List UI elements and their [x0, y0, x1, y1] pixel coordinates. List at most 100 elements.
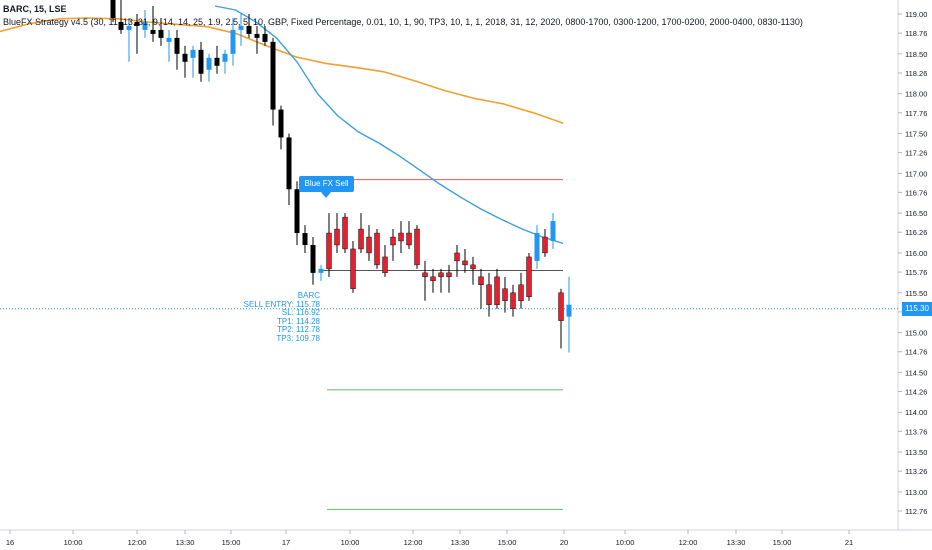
candle-body: [494, 276, 500, 305]
stop-loss: SL: 116.92: [281, 308, 320, 318]
time-axis[interactable]: 16 10:00 12:00 13:30 15:00 17 10:00 12:00 13:30 1…: [6, 530, 853, 547]
chart-legend: BARC, 15, LSE BlueFX Strategy v4.5 (30, …: [3, 3, 803, 29]
take-profit-3: TP3: 109.78: [276, 333, 320, 343]
candle-body: [278, 109, 284, 138]
time-tick-label: 10:00: [64, 538, 83, 547]
price-tick-label: 115.00: [905, 329, 927, 338]
price-tick-label: 118.26: [905, 69, 927, 78]
candle-body: [254, 33, 260, 38]
candle-body: [198, 49, 204, 74]
price-axis[interactable]: 119.00 118.76 118.50 118.26 118.00 117.76 117.…: [898, 10, 927, 516]
candle-body: [462, 260, 468, 266]
price-tick-label: 117.26: [905, 149, 927, 158]
candle-body: [550, 221, 556, 241]
candle-body: [542, 236, 548, 254]
candle-body: [182, 53, 188, 62]
candle-body: [414, 228, 420, 266]
candle-body: [246, 25, 252, 34]
candle-body: [214, 57, 220, 66]
candle-body: [470, 264, 476, 270]
fast-ma-line: [214, 5, 564, 245]
candle-body: [486, 284, 492, 305]
candle-body: [310, 244, 316, 273]
candle-body: [142, 21, 148, 30]
candle-body: [558, 292, 564, 321]
price-tick-label: 117.76: [905, 109, 927, 118]
strategy-params: BlueFX Strategy v4.5 (30, 11, 13, 31, 9,…: [3, 17, 803, 27]
candle-body: [118, 21, 124, 30]
price-tick-label: 114.76: [905, 348, 927, 357]
candle-body: [302, 233, 308, 245]
candle-body: [406, 232, 412, 246]
price-tick-label: 115.50: [905, 289, 927, 298]
candles: [110, 0, 572, 353]
candle-body: [454, 252, 460, 262]
candle-body: [110, 0, 116, 18]
take-profit-2: TP2: 112.78: [277, 325, 320, 335]
candle-body: [342, 216, 348, 250]
time-tick-label: 15:00: [498, 538, 517, 547]
time-tick-label: 21: [845, 538, 853, 547]
candle-body: [206, 57, 212, 70]
price-tick-label: 115.76: [905, 268, 927, 277]
time-tick-label: 13:30: [727, 538, 746, 547]
trade-symbol: BARC: [297, 291, 320, 300]
candle-body: [166, 37, 172, 42]
candle-body: [366, 236, 372, 254]
candle-body: [270, 41, 276, 110]
candle-body: [518, 284, 524, 301]
candle-body: [446, 272, 452, 278]
grid-lines: [0, 0, 932, 531]
price-tick-label: 118.50: [905, 50, 927, 59]
candle-body: [382, 256, 388, 274]
price-tick-label: 117.50: [905, 129, 927, 138]
candle-body: [294, 189, 300, 234]
time-tick-label: 20: [560, 538, 568, 547]
candle-body: [438, 272, 444, 278]
last-price-tag: 115.30: [902, 302, 932, 316]
time-tick-label: 17: [282, 538, 290, 547]
candle-body: [478, 276, 484, 286]
price-tick-label: 116.50: [905, 209, 927, 218]
price-tick-label: 112.76: [905, 507, 927, 516]
candle-body: [374, 232, 380, 266]
price-tick-label: 113.26: [905, 467, 927, 476]
price-tick-label: 116.76: [905, 188, 927, 197]
price-tick-label: 114.50: [905, 368, 927, 377]
candle-body: [150, 29, 156, 34]
symbol-title: BARC, 15, LSE: [3, 4, 67, 14]
sell-signal-label: Blue FX Sell: [299, 176, 354, 198]
trade-info-box: BARC SELL ENTRY: 115.78 SL: 116.92 TP1: …: [243, 291, 320, 344]
candle-body: [174, 37, 180, 54]
slow-ma-line: [0, 17, 564, 124]
candle-body: [510, 292, 516, 309]
price-tick-label: 116.00: [905, 249, 927, 258]
candle-body: [190, 49, 196, 58]
price-tick-label: 118.76: [905, 29, 927, 38]
candle-body: [334, 228, 340, 246]
candle-body: [238, 25, 244, 30]
price-tick-label: 113.76: [905, 427, 927, 436]
price-tick-label: 114.26: [905, 388, 927, 397]
price-tick-label: 114.00: [905, 408, 927, 417]
candle-body: [286, 137, 292, 190]
candle-body: [134, 21, 140, 26]
time-tick-label: 10:00: [616, 538, 635, 547]
price-tick-label: 117.00: [905, 169, 927, 178]
time-tick-label: 12:00: [128, 538, 147, 547]
moving-averages: [0, 5, 564, 245]
price-tick-label: 119.00: [905, 10, 927, 19]
price-tick-label: 116.26: [905, 228, 927, 237]
candle-body: [358, 228, 364, 250]
candle-body: [390, 236, 396, 246]
candle-body: [526, 256, 532, 297]
time-tick-label: 13:30: [176, 538, 195, 547]
price-tick-label: 113.50: [905, 448, 927, 457]
candle-body: [158, 29, 164, 38]
time-tick-label: 16: [6, 538, 14, 547]
candle-body: [430, 276, 436, 282]
candle-body: [126, 25, 132, 30]
sell-entry: SELL ENTRY: 115.78: [243, 299, 320, 309]
candle-body: [398, 232, 404, 242]
